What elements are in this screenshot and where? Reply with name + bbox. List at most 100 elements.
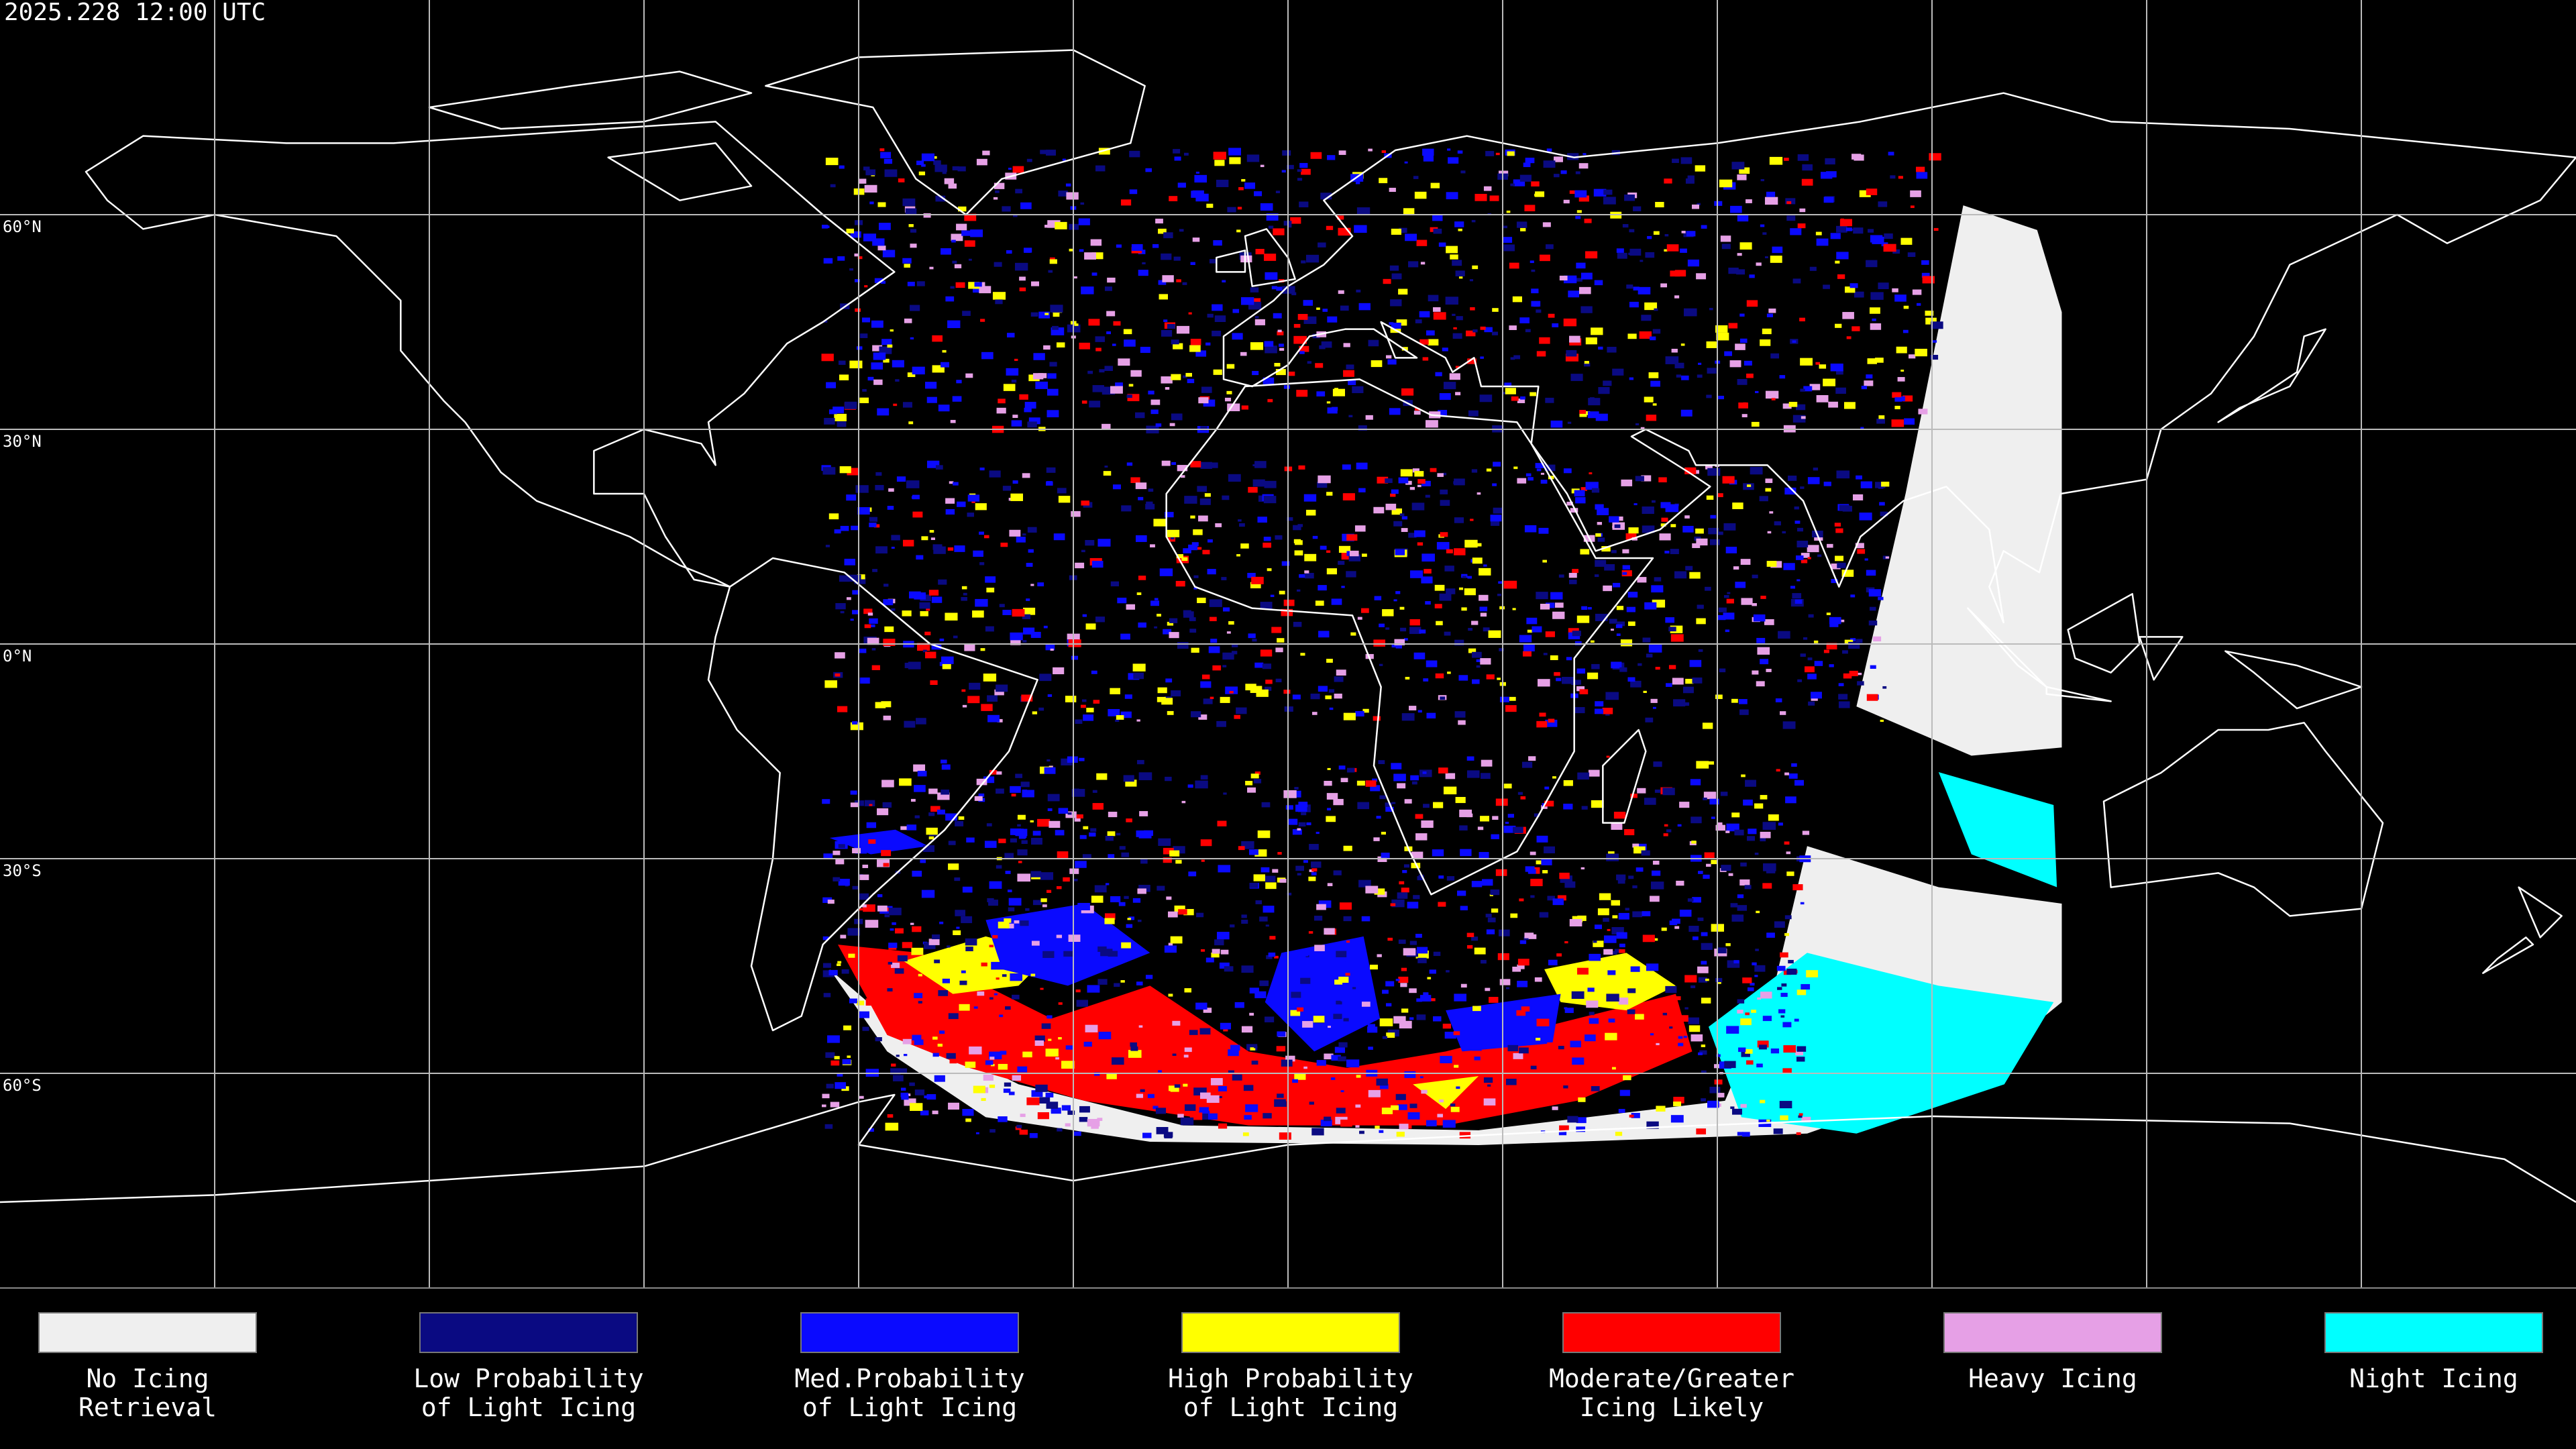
icing-speck: [1121, 942, 1131, 949]
icing-speck: [1433, 228, 1442, 234]
icing-speck: [1395, 591, 1401, 594]
icing-speck: [1666, 829, 1672, 833]
icing-speck: [1298, 822, 1306, 827]
icing-speck: [1445, 773, 1456, 780]
icing-speck: [1864, 380, 1874, 386]
icing-speck: [1696, 538, 1708, 546]
icing-speck: [948, 863, 959, 870]
icing-speck: [1669, 1026, 1673, 1029]
icing-speck: [1015, 773, 1023, 778]
icing-speck: [1081, 549, 1085, 553]
icing-speck: [1838, 701, 1850, 708]
icing-speck: [1770, 256, 1782, 263]
icing-speck: [1746, 199, 1752, 203]
icing-speck: [1598, 346, 1603, 350]
icing-speck: [989, 1129, 996, 1133]
icing-speck: [1251, 576, 1264, 584]
icing-speck: [1115, 719, 1120, 722]
icing-speck: [1603, 949, 1613, 955]
icing-speck: [1879, 502, 1885, 506]
icing-speck: [1925, 311, 1934, 316]
icing-speck: [1421, 480, 1431, 486]
icing-speck: [1150, 409, 1159, 415]
icing-speck: [1004, 853, 1014, 859]
icing-speck: [1413, 176, 1419, 179]
icing-speck: [833, 877, 841, 881]
icing-speck: [842, 1059, 851, 1065]
icing-speck: [1193, 1087, 1207, 1095]
icing-speck: [1512, 966, 1521, 972]
icing-speck: [1466, 813, 1473, 818]
icing-speck: [1019, 394, 1028, 400]
icing-speck: [852, 721, 858, 725]
icing-speck: [1249, 987, 1259, 994]
icing-speck: [971, 500, 975, 503]
icing-speck: [1635, 476, 1644, 482]
icing-speck: [1627, 988, 1636, 994]
icing-speck: [1740, 1018, 1752, 1026]
icing-speck: [1092, 385, 1104, 392]
icing-speck: [1739, 338, 1748, 343]
icing-speck: [1222, 665, 1227, 667]
icing-speck: [887, 988, 893, 991]
icing-speck: [961, 596, 967, 601]
icing-speck: [1275, 678, 1282, 683]
icing-speck: [1866, 694, 1878, 701]
icing-speck: [1223, 607, 1230, 612]
icing-speck: [1781, 983, 1787, 987]
icing-speck: [1403, 638, 1408, 641]
icing-speck: [1579, 689, 1589, 694]
icing-speck: [1622, 565, 1630, 570]
icing-speck: [1780, 1015, 1785, 1018]
icing-speck: [1419, 629, 1426, 634]
icing-speck: [911, 947, 924, 955]
icing-speck: [1552, 898, 1564, 906]
icing-speck: [1373, 716, 1381, 721]
icing-speck: [1116, 833, 1121, 836]
icing-speck: [1279, 347, 1285, 351]
icing-speck: [969, 682, 981, 690]
icing-speck: [1220, 949, 1229, 955]
icing-speck: [1104, 913, 1116, 920]
icing-speck: [1021, 840, 1028, 845]
icing-speck: [1612, 368, 1624, 376]
icing-speck: [1173, 846, 1185, 854]
icing-speck: [1152, 244, 1159, 248]
icing-speck: [1826, 612, 1831, 615]
icing-speck: [864, 624, 871, 629]
icing-speck: [1542, 869, 1548, 873]
icing-speck: [1474, 193, 1487, 201]
icing-speck: [1760, 831, 1771, 839]
icing-speck: [837, 421, 847, 427]
icing-speck: [1878, 201, 1888, 207]
icing-speck: [1683, 308, 1697, 317]
icing-speck: [1823, 482, 1831, 486]
icing-speck: [1472, 651, 1482, 658]
icing-speck: [858, 893, 869, 900]
icing-speck: [1030, 281, 1039, 286]
icing-speck: [859, 397, 869, 403]
icing-speck: [1705, 465, 1713, 470]
icing-speck: [1215, 523, 1222, 527]
icing-speck: [951, 233, 963, 241]
icing-speck: [1379, 178, 1388, 184]
icing-speck: [1767, 531, 1772, 534]
icing-speck: [1915, 348, 1927, 357]
icing-speck: [1683, 686, 1694, 694]
icing-speck: [874, 278, 883, 283]
icing-speck: [822, 897, 833, 903]
icing-speck: [1507, 1044, 1519, 1052]
icing-speck: [1704, 945, 1710, 949]
icing-speck: [995, 299, 1003, 305]
icing-speck: [1211, 952, 1220, 958]
icing-speck: [1633, 503, 1638, 506]
icing-speck: [1022, 473, 1030, 478]
icing-speck: [1413, 895, 1420, 900]
icing-speck: [1671, 348, 1678, 353]
icing-speck: [1324, 1116, 1332, 1122]
icing-speck: [1477, 826, 1484, 830]
icing-speck: [1283, 599, 1295, 606]
icing-speck: [883, 715, 892, 720]
icing-speck: [1516, 221, 1527, 228]
icing-speck: [1295, 804, 1307, 812]
